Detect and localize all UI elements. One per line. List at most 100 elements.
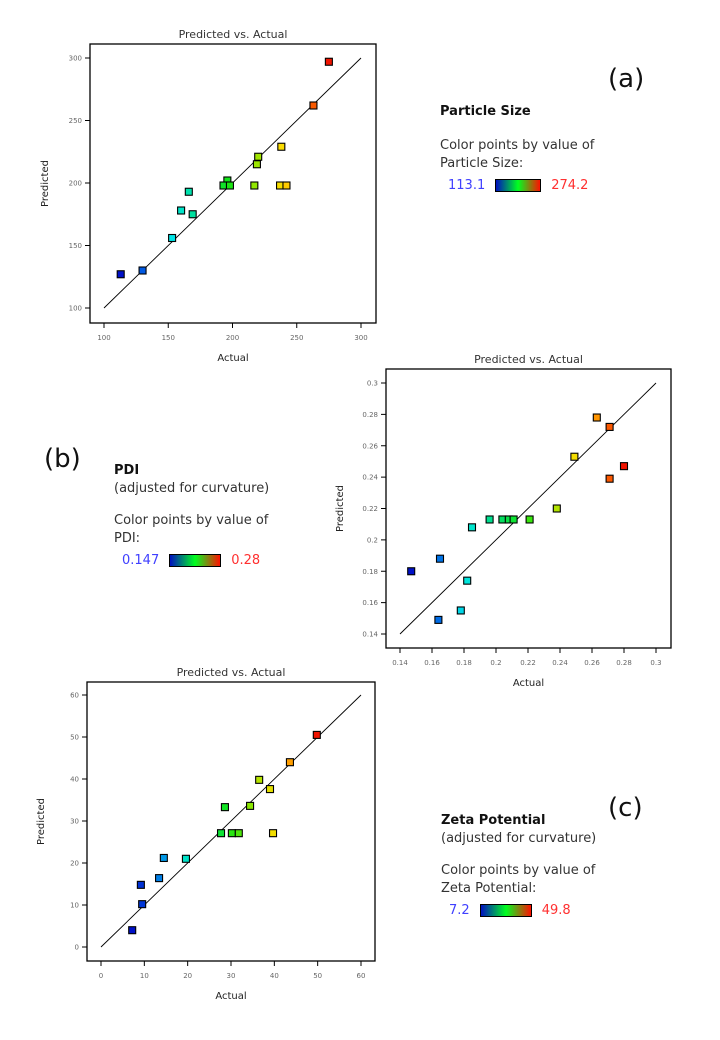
x-tick-label: 0.26 [584, 659, 600, 667]
y-tick-label: 0.26 [362, 442, 378, 450]
y-tick-label: 50 [70, 734, 79, 742]
data-point [605, 474, 614, 483]
y-tick-label: 20 [70, 860, 79, 868]
legend-variable: Particle Size: [440, 156, 524, 171]
data-point [456, 606, 465, 615]
x-tick-label: 300 [354, 334, 367, 342]
panel-label-c: (c) [608, 793, 643, 823]
legend-subtitle: (adjusted for curvature) [114, 481, 270, 496]
data-point [155, 874, 164, 883]
data-point [605, 422, 614, 431]
data-point [309, 101, 318, 110]
color-gradient-bar [479, 904, 532, 917]
data-point [255, 775, 264, 784]
data-point [285, 758, 294, 767]
data-point [277, 142, 286, 151]
data-point [619, 462, 629, 471]
legend-description-line: Color points by value of [440, 138, 595, 153]
legend-title: Particle Size [440, 104, 531, 119]
data-point [159, 853, 168, 863]
x-tick-label: 0.2 [490, 659, 501, 667]
x-tick-label: 0.18 [456, 659, 472, 667]
legend-min-value: 7.2 [449, 903, 470, 918]
reference-line [399, 382, 657, 635]
legend-description-line: Color points by value of [114, 513, 269, 528]
data-point [168, 233, 177, 243]
legend-color-scale: 7.2 49.8 [441, 903, 596, 918]
data-point [250, 181, 259, 190]
chart-title: Predicted vs. Actual [177, 666, 286, 679]
y-tick-label: 0.3 [367, 380, 378, 388]
legend-min-value: 113.1 [448, 178, 486, 193]
x-tick-label: 10 [140, 972, 149, 980]
y-tick-label: 0.28 [362, 411, 378, 419]
chart-c: Predicted vs. Actual 0 10 20 30 40 50 60 0 10 20 30… [36, 666, 376, 1002]
data-point [225, 181, 234, 190]
x-tick-label: 100 [97, 334, 110, 342]
x-tick-label: 0.28 [616, 659, 632, 667]
data-point [246, 801, 255, 810]
y-tick-label: 300 [69, 55, 82, 63]
x-tick-label: 20 [183, 972, 192, 980]
y-tick-label: 0.22 [362, 505, 378, 513]
data-point [435, 554, 445, 563]
x-tick-label: 0.16 [424, 659, 440, 667]
y-tick-label: 200 [69, 180, 82, 188]
x-tick-label: 0 [99, 972, 103, 980]
legend-particle-size: Particle Size Color points by value of P… [440, 104, 594, 193]
data-point [128, 926, 137, 935]
data-point [234, 829, 243, 838]
data-point [467, 523, 477, 532]
legend-pdi: PDI (adjusted for curvature) Color point… [114, 463, 269, 568]
data-point [184, 187, 193, 196]
legend-description-line: Color points by value of [441, 863, 596, 878]
y-tick-label: 0.18 [362, 568, 378, 576]
panel-label-a: (a) [608, 64, 645, 94]
x-tick-label: 0.14 [392, 659, 408, 667]
x-tick-label: 0.3 [650, 659, 661, 667]
data-point [552, 504, 561, 513]
x-tick-label: 0.24 [552, 659, 568, 667]
legend-max-value: 0.28 [231, 553, 261, 568]
data-point [136, 880, 145, 889]
y-tick-label: 100 [69, 305, 82, 313]
x-tick-label: 30 [227, 972, 236, 980]
data-point [525, 515, 534, 524]
x-tick-label: 150 [162, 334, 175, 342]
legend-max-value: 49.8 [541, 903, 571, 918]
legend-description: Color points by value of PDI: [114, 512, 269, 548]
x-axis-title: Actual [217, 353, 248, 364]
y-tick-label: 40 [70, 776, 79, 784]
legend-color-scale: 0.147 0.28 [114, 553, 269, 568]
y-tick-label: 0.16 [362, 599, 378, 607]
data-point [570, 452, 579, 461]
data-point [407, 567, 416, 576]
x-axis-title: Actual [215, 991, 246, 1002]
color-gradient-bar [169, 554, 222, 567]
x-tick-label: 60 [357, 972, 366, 980]
y-tick-label: 150 [69, 242, 82, 250]
data-point [138, 266, 147, 275]
legend-title: Zeta Potential [441, 813, 546, 828]
y-axis-title: Predicted [40, 160, 51, 207]
data-point [592, 413, 601, 422]
y-tick-label: 30 [70, 818, 79, 826]
chart-b: Predicted vs. Actual 0.14 0.16 0.18 0.2 0.22 0… [335, 353, 672, 689]
y-tick-label: 250 [69, 117, 82, 125]
y-tick-label: 10 [70, 902, 79, 910]
y-tick-label: 0.24 [362, 474, 378, 482]
data-point [485, 515, 494, 524]
chart-a: Predicted vs. Actual 100 150 200 250 300 100 15… [40, 28, 377, 364]
data-point [216, 829, 226, 838]
legend-color-scale: 113.1 274.2 [440, 178, 594, 193]
data-point [324, 57, 333, 66]
chart-title: Predicted vs. Actual [179, 28, 288, 41]
x-tick-label: 250 [290, 334, 303, 342]
reference-line [100, 694, 362, 948]
data-point [268, 829, 278, 838]
legend-variable: Zeta Potential: [441, 881, 537, 896]
chart-title: Predicted vs. Actual [474, 353, 583, 366]
data-point [177, 206, 186, 215]
legend-max-value: 274.2 [551, 178, 589, 193]
